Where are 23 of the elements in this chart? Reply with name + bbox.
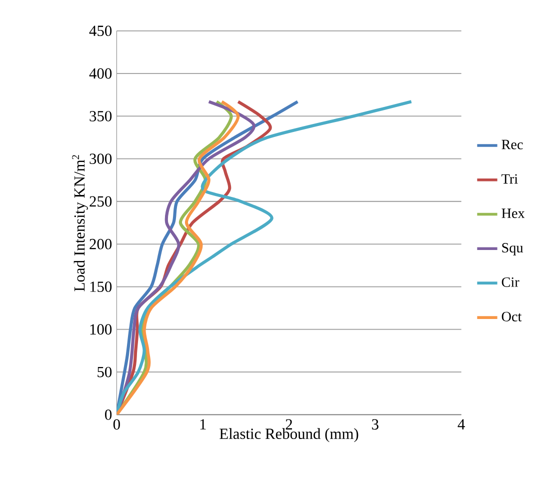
legend-label: Oct <box>502 312 522 322</box>
y-tick-label: 450 <box>89 25 112 36</box>
y-tick-label: 0 <box>105 409 112 420</box>
y-tick-label: 100 <box>90 324 112 334</box>
x-tick-label: 2 <box>286 419 292 430</box>
legend-label: Rec <box>502 140 523 150</box>
legend-label: Tri <box>502 174 518 184</box>
y-tick-label: 200 <box>90 238 112 250</box>
y-tick-label: 300 <box>90 153 112 164</box>
y-tick-label: 50 <box>98 366 112 378</box>
x-tick-label: 3 <box>372 419 378 430</box>
x-tick-label: 1 <box>200 419 206 430</box>
x-axis-title: Elastic Rebound (mm) <box>220 428 358 442</box>
y-tick-label: 250 <box>90 196 112 206</box>
x-tick-label: 4 <box>458 419 465 430</box>
legend-label: Cir <box>502 277 520 287</box>
y-tick-label: 350 <box>90 110 112 122</box>
legend-label: Hex <box>502 208 525 218</box>
y-axis-title: Load Intensity KN/m$^{2}$ <box>72 154 88 292</box>
y-tick-label: 400 <box>89 68 112 79</box>
y-tick-label: 150 <box>90 281 112 292</box>
legend-label: Squ <box>502 242 524 256</box>
x-tick-label: 0 <box>113 419 120 430</box>
